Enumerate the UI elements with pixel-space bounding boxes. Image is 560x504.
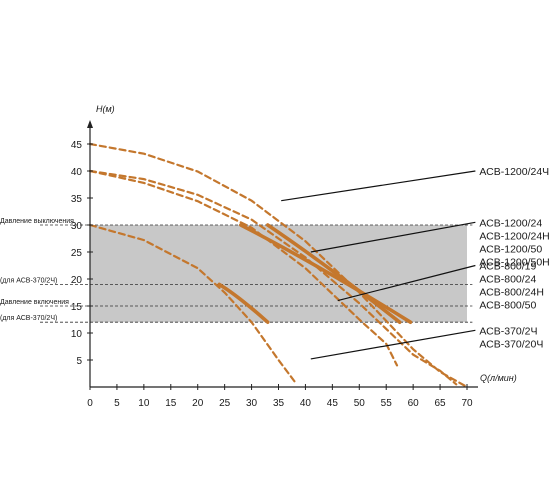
- y-tick-label: 40: [71, 167, 83, 178]
- x-tick-label: 50: [354, 398, 366, 409]
- callout-leader: [281, 170, 476, 202]
- reference-line-label: (для АСВ-370/2Ч): [0, 277, 57, 284]
- x-tick-label: 30: [246, 398, 258, 409]
- y-tick-label: 10: [71, 329, 83, 340]
- pump-curve-3: [88, 169, 399, 367]
- model-label: АСВ-1200/50: [479, 243, 542, 255]
- operating-range-3: [217, 282, 270, 324]
- x-tick-label: 60: [408, 398, 420, 409]
- model-label: АСВ-370/2Ч: [479, 325, 537, 337]
- x-tick-label: 25: [219, 398, 231, 409]
- x-tick-label: 15: [165, 398, 177, 409]
- pump-curve-4: [88, 223, 296, 383]
- x-tick-label: 35: [273, 398, 285, 409]
- x-tick-label: 70: [461, 398, 473, 409]
- x-tick-label: 5: [114, 398, 120, 409]
- model-label: АСВ-800/24: [479, 274, 536, 286]
- y-tick-label: 30: [71, 221, 83, 232]
- y-axis-arrow: [87, 120, 93, 128]
- reference-line-label: Давление выключения: [0, 218, 74, 225]
- callout-leader: [310, 221, 476, 253]
- reference-line-label: Давление включения: [0, 299, 69, 306]
- y-tick-label: 15: [71, 302, 83, 313]
- x-tick-label: 10: [138, 398, 150, 409]
- model-label: АСВ-1200/24: [479, 217, 542, 229]
- y-tick-label: 25: [71, 248, 83, 259]
- x-tick-label: 55: [381, 398, 393, 409]
- x-tick-label: 40: [300, 398, 312, 409]
- x-tick-label: 65: [435, 398, 447, 409]
- y-tick-label: 45: [71, 140, 83, 151]
- model-label: АСВ-1200/50Н: [479, 256, 549, 268]
- callout-leader: [310, 329, 476, 360]
- reference-line-label: (для АСВ-370/2Ч): [0, 315, 57, 322]
- x-tick-label: 45: [327, 398, 339, 409]
- y-tick-label: 35: [71, 194, 83, 205]
- model-label: АСВ-1200/24Н: [479, 230, 549, 242]
- y-tick-label: 5: [76, 356, 82, 367]
- operating-range-2: [265, 223, 402, 324]
- x-tick-label: 20: [192, 398, 204, 409]
- x-tick-label: 0: [87, 398, 93, 409]
- model-label: АСВ-800/19: [479, 261, 536, 273]
- pump-curve-2: [88, 169, 458, 386]
- model-label: АСВ-800/24Н: [479, 287, 544, 299]
- y-tick-label: 20: [71, 275, 83, 286]
- operating-range-1: [239, 223, 413, 324]
- callout-leader: [337, 264, 476, 302]
- model-label: АСВ-370/20Ч: [479, 338, 543, 350]
- model-label: АСВ-1200/24Ч: [479, 166, 549, 178]
- model-label: АСВ-800/50: [479, 300, 536, 312]
- x-axis-title: Q(л/мин): [480, 373, 517, 383]
- y-axis-title: H(м): [96, 104, 115, 114]
